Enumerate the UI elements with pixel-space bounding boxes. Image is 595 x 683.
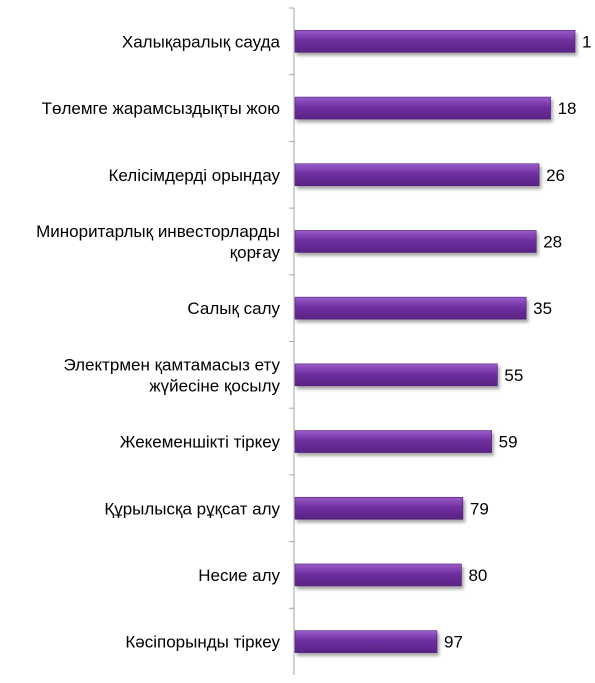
data-label: 80 xyxy=(468,566,487,585)
category-label: Келісімдерді орындау xyxy=(108,166,280,185)
category-label-line: қорғау xyxy=(230,243,281,262)
category-label-line: Төлемге жарамсыздықты жою xyxy=(42,99,281,118)
bar xyxy=(294,563,462,587)
category-label-line: Жекеменшікті тіркеу xyxy=(120,433,281,452)
bar xyxy=(294,496,464,520)
data-label: 35 xyxy=(533,299,552,318)
labels-layer: 1 Халықаралық сауда 18 Төлемге жарамсыздықт… xyxy=(36,32,591,651)
category-label: Несие алу xyxy=(198,566,280,585)
bar xyxy=(294,430,492,453)
bars-layer xyxy=(294,30,576,653)
category-label-line: Кәсіпорынды тіркеу xyxy=(125,633,280,652)
category-label-line: Миноритарлық инвесторларды xyxy=(36,222,280,241)
category-label-line: Электрмен қамтамасыз ету xyxy=(63,355,280,374)
category-label: Электрмен қамтамасыз ету жүйесіне қосылу xyxy=(63,355,280,395)
category-label: Салық салу xyxy=(187,299,280,318)
axis-layer xyxy=(289,7,295,675)
data-label: 18 xyxy=(558,99,577,118)
category-label-line: Халықаралық сауда xyxy=(122,32,281,51)
bar xyxy=(294,630,438,653)
bar xyxy=(294,363,498,387)
bar xyxy=(294,30,576,53)
data-label: 79 xyxy=(470,499,489,518)
data-label: 28 xyxy=(543,232,562,251)
category-label: Төлемге жарамсыздықты жою xyxy=(42,99,281,118)
category-label-line: Несие алу xyxy=(198,566,280,585)
category-label: Құрылысқа рұқсат алу xyxy=(104,499,280,518)
category-label-line: Келісімдерді орындау xyxy=(108,166,280,185)
bar xyxy=(294,96,551,120)
bar xyxy=(294,230,537,253)
category-label: Жекеменшікті тіркеу xyxy=(120,433,281,452)
data-label: 97 xyxy=(444,633,463,652)
category-label: Кәсіпорынды тіркеу xyxy=(125,633,280,652)
data-label: 26 xyxy=(546,166,565,185)
category-label-line: Құрылысқа рұқсат алу xyxy=(104,499,280,518)
bar xyxy=(294,296,527,320)
category-label-line: Салық салу xyxy=(187,299,280,318)
category-label: Халықаралық сауда xyxy=(122,32,281,51)
category-label-line: жүйесіне қосылу xyxy=(149,376,280,395)
category-label: Миноритарлық инвесторларды қорғау xyxy=(36,222,280,262)
bar xyxy=(294,163,540,187)
data-label: 59 xyxy=(499,433,518,452)
data-label: 55 xyxy=(504,366,523,385)
data-label: 1 xyxy=(582,32,591,51)
